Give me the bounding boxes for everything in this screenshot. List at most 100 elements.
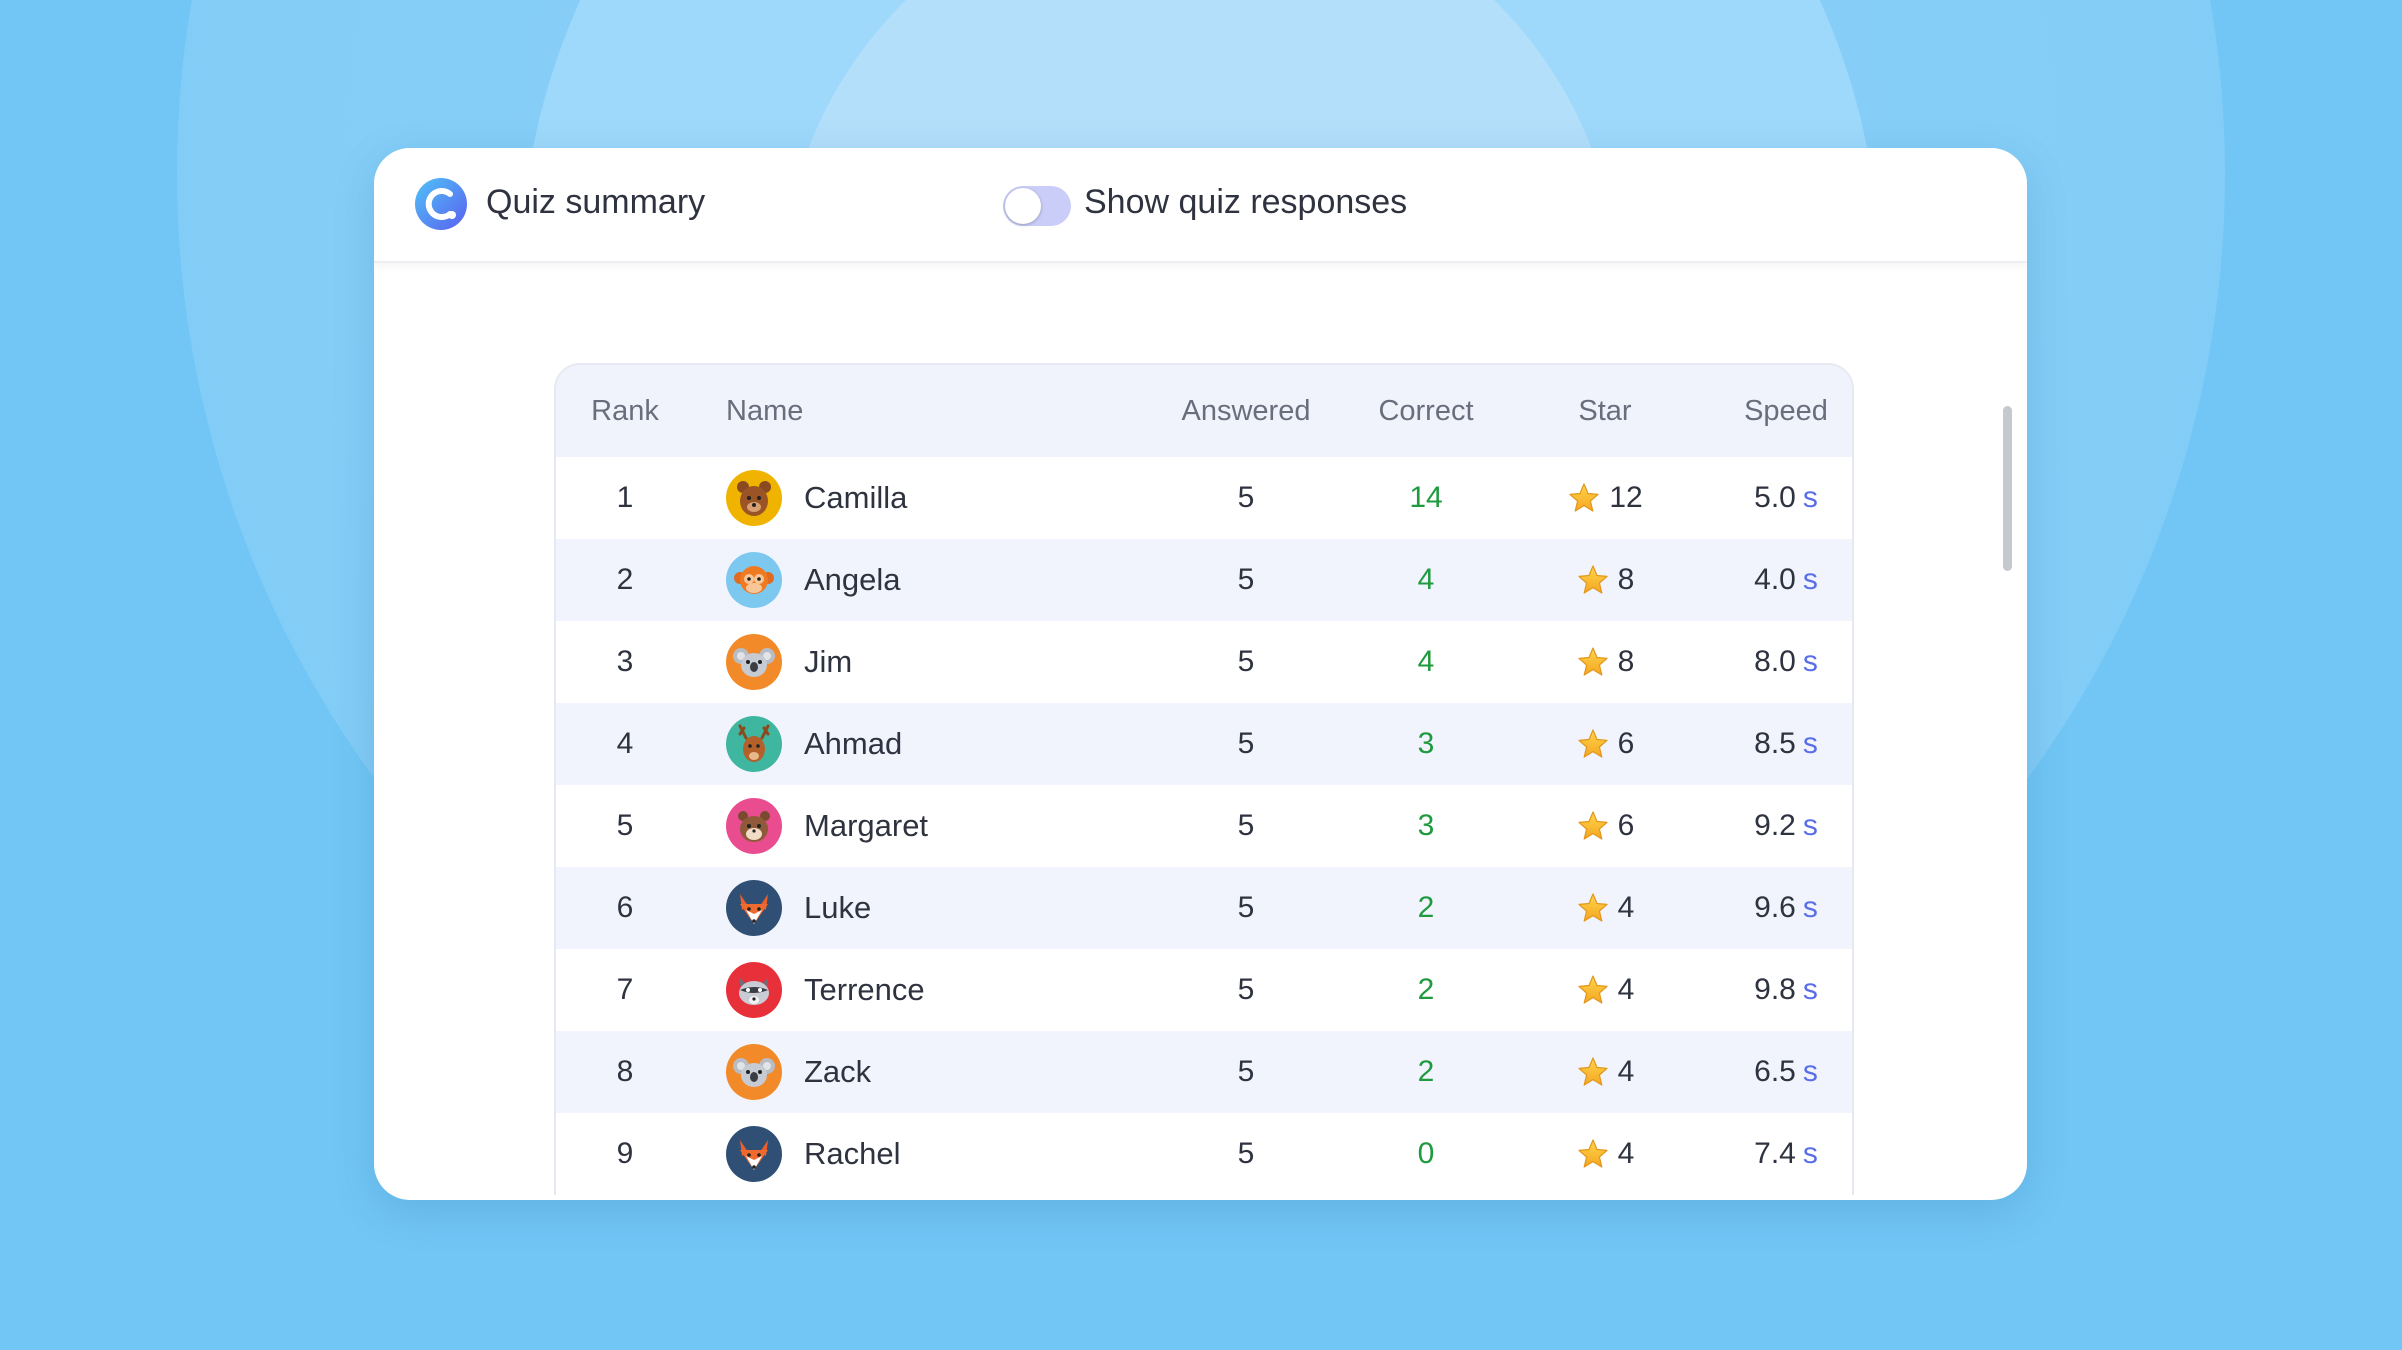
answered-cell: 5 — [1237, 563, 1255, 596]
student-name: Terrence — [804, 972, 925, 1007]
table-row[interactable]: 2 Angela 5 4 8 4.0 s — [556, 539, 1852, 621]
correct-cell: 0 — [1417, 1137, 1435, 1170]
toggle-knob[interactable] — [1005, 188, 1041, 224]
speed-unit: s — [1802, 727, 1818, 760]
speed-value: 8.0 — [1754, 645, 1796, 678]
speed-cell: 9.8 s — [1636, 949, 1852, 1031]
quiz-summary-card: Quiz summary Show quiz responses Rank Na… — [374, 148, 2027, 1200]
star-icon — [1578, 565, 1608, 594]
student-name: Angela — [804, 562, 901, 597]
speed-value: 8.5 — [1754, 727, 1796, 760]
student-name: Zack — [804, 1054, 872, 1089]
speed-cell: 6.5 s — [1636, 1031, 1852, 1113]
star-count: 8 — [1617, 645, 1635, 678]
speed-cell: 8.0 s — [1636, 621, 1852, 703]
rank-cell: 6 — [616, 891, 634, 924]
rank-cell: 9 — [616, 1137, 634, 1170]
star-cell: 4 — [1455, 949, 1755, 1031]
table-row[interactable]: 4 Ahmad 5 3 6 8.5 s — [556, 703, 1852, 785]
column-header-rank[interactable]: Rank — [591, 394, 659, 427]
star-icon — [1578, 811, 1608, 840]
speed-unit: s — [1802, 645, 1818, 678]
table-body: 1 Camilla 5 14 12 5.0 s 2 Angela 5 4 8 4.0 s 3 Jim 5 4 8 8.… — [556, 457, 1852, 1195]
student-name: Luke — [804, 890, 872, 925]
rank-cell: 7 — [616, 973, 634, 1006]
page-title: Quiz summary — [486, 183, 706, 221]
star-count: 12 — [1609, 481, 1643, 514]
star-cell: 8 — [1455, 621, 1755, 703]
card-header: Quiz summary Show quiz responses — [374, 148, 2027, 263]
show-responses-toggle[interactable] — [1003, 186, 1071, 226]
speed-cell: 9.6 s — [1636, 867, 1852, 949]
speed-unit: s — [1802, 481, 1818, 514]
star-count: 4 — [1617, 1055, 1635, 1088]
star-icon — [1578, 893, 1608, 922]
table-row[interactable]: 6 Luke 5 2 4 9.6 s — [556, 867, 1852, 949]
name-cell: Camilla — [726, 457, 1126, 539]
star-icon — [1578, 729, 1608, 758]
name-cell: Zack — [726, 1031, 1126, 1113]
fox-icon — [726, 1126, 782, 1182]
speed-cell: 7.4 s — [1636, 1113, 1852, 1195]
answered-cell: 5 — [1237, 973, 1255, 1006]
scrollbar-thumb[interactable] — [2003, 406, 2012, 571]
table-row[interactable]: 9 Rachel 5 0 4 7.4 s — [556, 1113, 1852, 1195]
speed-unit: s — [1802, 809, 1818, 842]
table-row[interactable]: 1 Camilla 5 14 12 5.0 s — [556, 457, 1852, 539]
speed-value: 5.0 — [1754, 481, 1796, 514]
star-cell: 6 — [1455, 703, 1755, 785]
name-cell: Jim — [726, 621, 1126, 703]
column-header-answered[interactable]: Answered — [1181, 394, 1311, 427]
student-name: Camilla — [804, 480, 908, 515]
fox-icon — [726, 880, 782, 936]
table-row[interactable]: 8 Zack 5 2 4 6.5 s — [556, 1031, 1852, 1113]
correct-cell: 2 — [1417, 891, 1435, 924]
star-icon — [1578, 1057, 1608, 1086]
student-name: Rachel — [804, 1136, 901, 1171]
rank-cell: 4 — [616, 727, 634, 760]
app-logo-icon — [415, 178, 467, 230]
name-cell: Ahmad — [726, 703, 1126, 785]
column-header-name[interactable]: Name — [726, 394, 804, 427]
raccoon-icon — [726, 962, 782, 1018]
star-cell: 4 — [1455, 867, 1755, 949]
hamster-icon — [726, 798, 782, 854]
table-row[interactable]: 3 Jim 5 4 8 8.0 s — [556, 621, 1852, 703]
speed-unit: s — [1802, 1055, 1818, 1088]
answered-cell: 5 — [1237, 1055, 1255, 1088]
speed-cell: 8.5 s — [1636, 703, 1852, 785]
speed-value: 9.6 — [1754, 891, 1796, 924]
star-cell: 12 — [1455, 457, 1755, 539]
answered-cell: 5 — [1237, 645, 1255, 678]
bear-icon — [726, 470, 782, 526]
speed-value: 9.8 — [1754, 973, 1796, 1006]
speed-value: 6.5 — [1754, 1055, 1796, 1088]
answered-cell: 5 — [1237, 1137, 1255, 1170]
speed-value: 4.0 — [1754, 563, 1796, 596]
rank-cell: 8 — [616, 1055, 634, 1088]
name-cell: Angela — [726, 539, 1126, 621]
star-icon — [1578, 647, 1608, 676]
show-responses-label[interactable]: Show quiz responses — [1084, 183, 1408, 221]
koala-icon — [726, 634, 782, 690]
table-row[interactable]: 7 Terrence 5 2 4 9.8 s — [556, 949, 1852, 1031]
name-cell: Margaret — [726, 785, 1126, 867]
star-count: 4 — [1617, 1137, 1635, 1170]
koala-icon — [726, 1044, 782, 1100]
star-count: 4 — [1617, 891, 1635, 924]
star-count: 6 — [1617, 809, 1635, 842]
star-count: 8 — [1617, 563, 1635, 596]
column-header-correct[interactable]: Correct — [1378, 394, 1474, 427]
table-row[interactable]: 5 Margaret 5 3 6 9.2 s — [556, 785, 1852, 867]
answered-cell: 5 — [1237, 891, 1255, 924]
correct-cell: 3 — [1417, 809, 1435, 842]
star-icon — [1578, 975, 1608, 1004]
column-header-star[interactable]: Star — [1578, 394, 1632, 427]
student-name: Jim — [804, 644, 853, 679]
name-cell: Luke — [726, 867, 1126, 949]
speed-unit: s — [1802, 891, 1818, 924]
column-header-speed[interactable]: Speed — [1744, 394, 1828, 427]
student-name: Margaret — [804, 808, 929, 843]
answered-cell: 5 — [1237, 727, 1255, 760]
student-name: Ahmad — [804, 726, 903, 761]
